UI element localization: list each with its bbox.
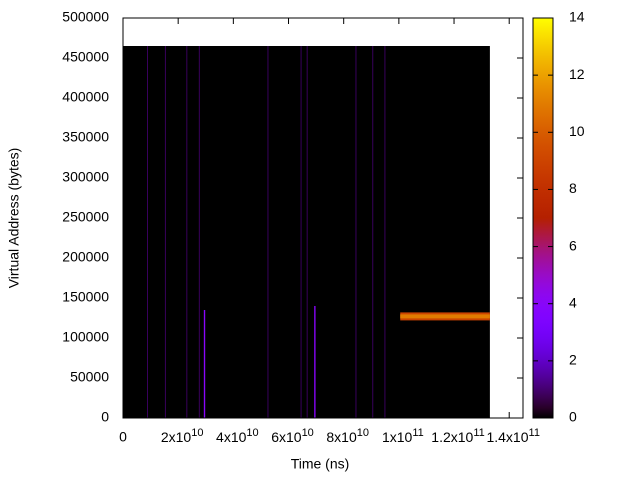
heatmap-cell [147,46,148,418]
colorbar-tick-label: 6 [569,237,577,253]
y-tick-label: 250000 [62,209,109,225]
y-tick-label: 0 [101,409,109,425]
heatmap-cell [314,306,316,418]
x-tick-label-base: 1.4x10 [486,429,528,445]
x-tick-label-base: 1.2x10 [431,429,473,445]
heatmap-cell [306,46,308,418]
y-tick-label: 50000 [70,369,109,385]
x-tick-label-base: 6x10 [271,429,302,445]
x-tick-label: 8x1010 [326,427,369,445]
x-axis-label: Time (ns) [291,456,350,472]
y-tick-label: 500000 [62,9,109,25]
colorbar-tick-label: 8 [569,180,577,196]
colorbar-tick-label: 10 [569,123,585,139]
x-tick-label: 4x1010 [216,427,259,445]
heatmap-cell [372,46,374,418]
x-tick-label: 6x1010 [271,427,314,445]
x-tick-label-exponent: 11 [412,427,423,439]
x-tick-label-base: 8x10 [326,429,357,445]
y-tick-label: 300000 [62,169,109,185]
y-tick-label: 200000 [62,249,109,265]
heatmap-cell [198,46,200,418]
x-tick-label-base: 4x10 [216,429,247,445]
x-tick-label-exponent: 10 [302,427,314,439]
y-axis-label: Virtual Address (bytes) [6,148,22,289]
x-tick-label-base: 2x10 [161,429,192,445]
y-tick-label: 150000 [62,289,109,305]
x-tick-label: 1.2x1011 [431,427,484,445]
heatmap-cell [384,46,386,418]
y-tick-label: 400000 [62,89,109,105]
y-tick-label: 100000 [62,329,109,345]
x-tick-label: 1.4x1011 [486,427,539,445]
x-tick-label-exponent: 10 [246,427,258,439]
colorbar [532,17,554,419]
heatmap-cell [267,46,269,418]
x-tick-label-exponent: 11 [529,427,540,439]
x-tick-label-base: 1x10 [382,429,413,445]
heatmap-cell [186,46,188,418]
x-tick-label-exponent: 10 [357,427,369,439]
colorbar-tick-label: 4 [569,294,577,310]
y-tick-label: 450000 [62,49,109,65]
heatmap-cell [164,46,166,418]
x-tick-label-exponent: 11 [473,427,484,439]
colorbar-tick-label: 14 [569,9,585,25]
heatmap-cell [400,314,490,319]
heatmap-cell [300,46,302,418]
x-tick-label-exponent: 10 [191,427,203,439]
x-tick-label: 1x1011 [382,427,424,445]
heatmap-cell [123,46,490,418]
x-tick-label: 2x1010 [161,427,204,445]
x-tick-label: 0 [119,429,127,445]
colorbar-tick-label: 2 [569,352,577,368]
heatmap-cell [203,310,206,418]
colorbar-tick-label: 0 [569,409,577,425]
y-tick-label: 350000 [62,129,109,145]
colorbar-tick-label: 12 [569,66,585,82]
heatmap-cell [355,46,357,418]
